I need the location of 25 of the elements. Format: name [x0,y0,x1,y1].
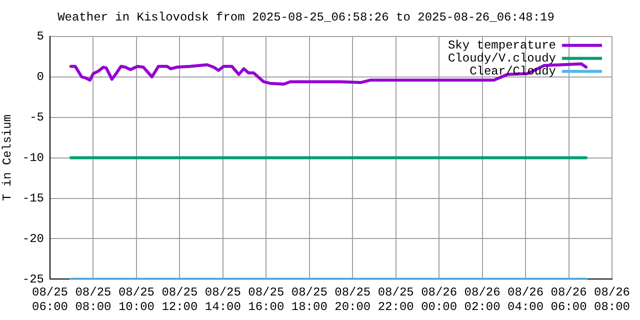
x-tick-label: 08/25 20:00 [334,286,371,314]
x-tick-label: 08/25 10:00 [118,286,154,314]
y-tick-label: 0 [36,70,44,84]
legend-label: Cloudy/V.cloudy [448,52,556,66]
y-tick-label: 5 [36,30,44,44]
y-tick-label: -15 [22,191,44,206]
x-tick-label: 08/26 04:00 [508,286,544,314]
y-tick-label: -25 [22,272,44,286]
x-tick-label: 08/26 02:00 [464,286,500,314]
x-tick-label: 08/25 08:00 [75,286,112,314]
chart-title: Weather in Kislovodsk from 2025-08-25_06:58:26 to 2025-08-26_06:48:19 [58,10,554,24]
x-tick-label: 08/26 06:00 [550,286,587,314]
y-tick-label: -20 [22,232,44,246]
x-tick-label: 08/26 00:00 [421,286,458,314]
x-tick-label: 08/25 16:00 [248,286,284,314]
y-tick-label: -5 [30,110,44,125]
x-tick-label: 08/26 08:00 [594,286,630,314]
x-tick-label: 08/25 18:00 [291,286,328,314]
x-tick-label: 08/25 14:00 [204,286,241,314]
x-tick-label: 08/25 12:00 [162,286,198,314]
x-tick-label: 08/25 22:00 [378,286,414,314]
legend-label: Sky temperature [448,38,556,53]
x-tick-label: 08/25 06:00 [32,286,68,314]
y-axis-title: T in Celsium [0,114,14,202]
y-tick-label: -10 [22,150,44,165]
